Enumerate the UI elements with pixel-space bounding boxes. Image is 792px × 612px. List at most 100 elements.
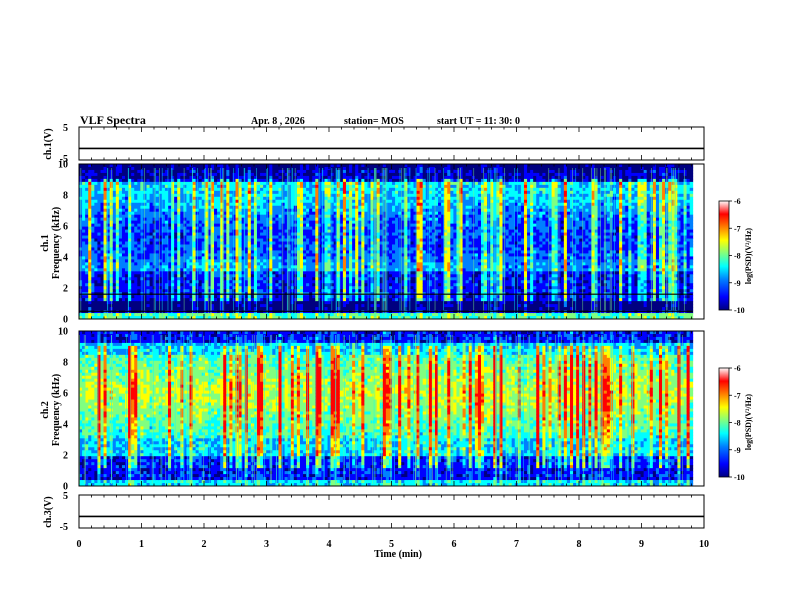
spectrogram-cell xyxy=(238,238,243,242)
spectrogram-cell xyxy=(358,229,362,233)
spectrogram-cell xyxy=(235,184,239,189)
spectrogram-cell xyxy=(272,271,276,275)
spectrogram-cell xyxy=(171,253,175,257)
spectrogram-cell xyxy=(272,187,276,192)
spectrogram-cell xyxy=(260,190,264,195)
spectrogram-cell xyxy=(109,193,114,198)
spectrogram-cell xyxy=(210,262,215,266)
spectrogram-cell xyxy=(312,277,316,281)
spectrogram-cell xyxy=(330,247,335,251)
spectrogram-cell xyxy=(192,202,197,207)
spectrogram-cell xyxy=(207,193,212,198)
spectrogram-cell xyxy=(330,202,335,207)
spectrogram-cell xyxy=(85,250,89,254)
spectrogram-cell xyxy=(94,187,98,192)
spectrogram-cell xyxy=(164,289,169,293)
spectrogram-cell xyxy=(146,220,150,225)
spectrogram-cell xyxy=(134,235,138,239)
spectrogram-cell xyxy=(296,205,301,210)
spectrogram-cell xyxy=(121,208,126,213)
spectrogram-cell xyxy=(263,268,267,272)
spectrogram-cell xyxy=(293,286,298,290)
spectrogram-cell xyxy=(296,223,301,227)
spectrogram-cell xyxy=(97,220,101,225)
spectrogram-cell xyxy=(263,256,267,260)
spectrogram-cell xyxy=(361,199,365,204)
spectrogram-cell xyxy=(134,232,138,236)
spectrogram-cell xyxy=(171,256,175,260)
spectrogram-cell xyxy=(109,175,114,180)
spectrogram-cell xyxy=(217,274,221,278)
spectrogram-cell xyxy=(284,274,289,278)
spectrogram-cell xyxy=(201,313,206,317)
spectrogram-cell xyxy=(235,307,239,311)
spectrogram-cell xyxy=(82,166,86,171)
spectrogram-cell xyxy=(214,217,218,222)
spectrogram-cell xyxy=(342,250,347,254)
spectrogram-cell xyxy=(342,187,347,192)
spectrogram-cell xyxy=(315,196,319,201)
spectrogram-cell xyxy=(324,298,328,302)
spectrogram-cell xyxy=(315,313,319,317)
spectrogram-cell xyxy=(349,247,353,251)
spectrogram-cell xyxy=(327,220,332,225)
spectrogram-cell xyxy=(241,235,246,239)
spectrogram-cell xyxy=(109,262,114,266)
spectrogram-cell xyxy=(226,193,230,198)
spectrogram-cell xyxy=(220,175,224,180)
spectrogram-cell xyxy=(364,166,368,171)
spectrogram-cell xyxy=(296,316,301,320)
spectrogram-cell xyxy=(306,268,310,272)
spectrogram-cell xyxy=(309,301,313,305)
spectrogram-cell xyxy=(333,202,338,207)
spectrogram-cell xyxy=(189,295,193,299)
spectrogram-cell xyxy=(204,283,209,287)
spectrogram-cell xyxy=(315,316,319,320)
spectrogram-cell xyxy=(192,247,197,251)
spectrogram-cell xyxy=(355,220,359,225)
spectrogram-cell xyxy=(217,283,221,287)
spectrogram-cell xyxy=(342,316,347,320)
spectrogram-cell xyxy=(85,175,89,180)
spectrogram-cell xyxy=(125,202,129,207)
spectrogram-cell xyxy=(149,253,154,257)
spectrogram-cell xyxy=(94,265,98,269)
spectrogram-cell xyxy=(100,268,104,272)
spectrogram-cell xyxy=(352,274,356,278)
spectrogram-cell xyxy=(275,196,279,201)
spectrogram-cell xyxy=(103,205,108,210)
spectrogram-cell xyxy=(253,196,258,201)
spectrogram-cell xyxy=(339,298,344,302)
spectrogram-cell xyxy=(232,298,236,302)
spectrogram-cell xyxy=(192,226,197,230)
spectrogram-cell xyxy=(333,250,338,254)
spectrogram-cell xyxy=(131,217,135,222)
spectrogram-cell xyxy=(339,196,344,201)
spectrogram-cell xyxy=(198,181,203,186)
spectrogram-cell xyxy=(171,280,175,284)
spectrogram-cell xyxy=(324,286,328,290)
spectrogram-cell xyxy=(235,268,239,272)
spectrogram-cell xyxy=(324,250,328,254)
spectrogram-cell xyxy=(287,238,292,242)
spectrogram-cell xyxy=(349,259,353,263)
spectrogram-cell xyxy=(361,193,365,198)
spectrogram-cell xyxy=(125,229,129,233)
spectrogram-cell xyxy=(217,268,221,272)
spectrogram-cell xyxy=(146,289,150,293)
spectrogram-cell xyxy=(94,196,98,201)
spectrogram-cell xyxy=(253,265,258,269)
spectrogram-cell xyxy=(177,253,181,257)
spectrogram-cell xyxy=(358,235,362,239)
spectrogram-cell xyxy=(128,295,132,299)
spectrogram-cell xyxy=(229,202,233,207)
spectrogram-cell xyxy=(109,217,114,222)
spectrogram-cell xyxy=(260,277,264,281)
spectrogram-cell xyxy=(121,304,126,308)
spectrogram-cell xyxy=(272,247,276,251)
spectrogram-cell xyxy=(266,304,270,308)
spectrogram-cell xyxy=(180,316,184,320)
spectrogram-cell xyxy=(306,274,310,278)
spectrogram-cell xyxy=(207,271,212,275)
spectrogram-cell xyxy=(260,244,264,248)
